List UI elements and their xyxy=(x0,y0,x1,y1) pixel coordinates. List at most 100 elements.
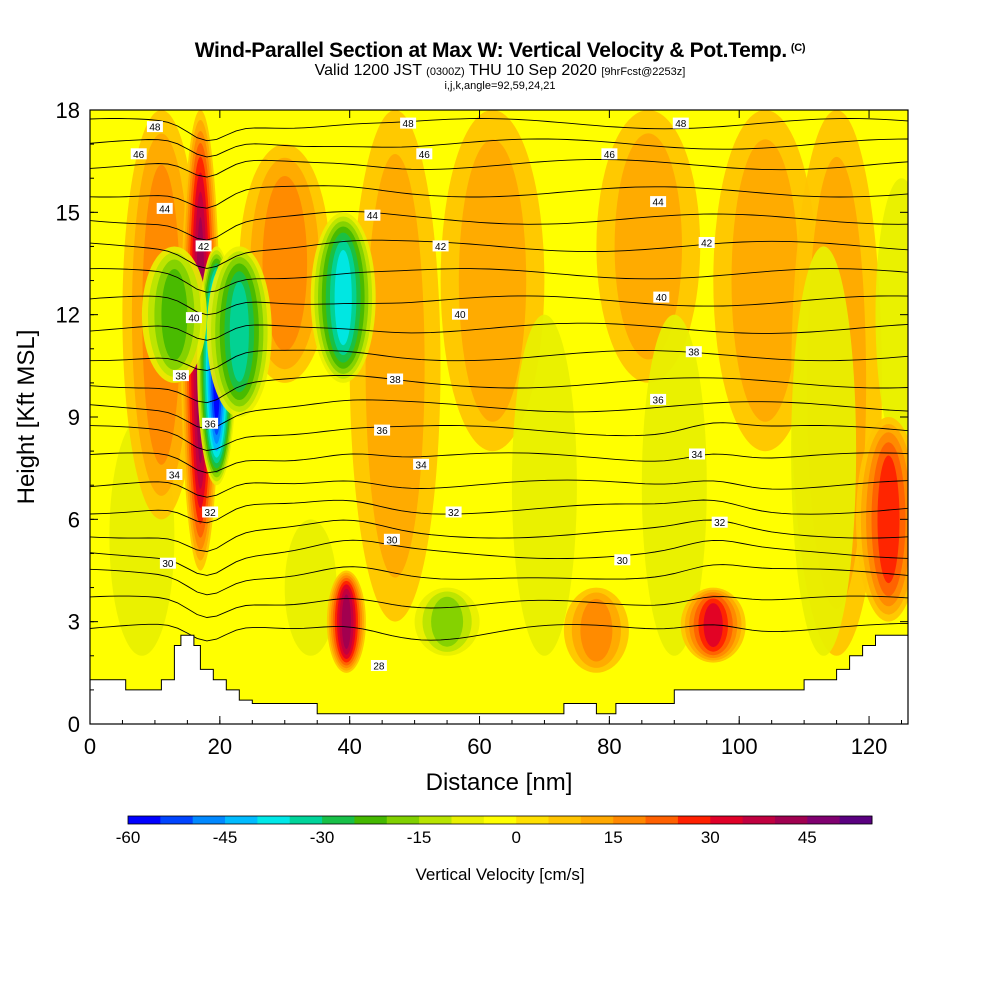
contour-label: 48 xyxy=(675,119,687,130)
theta-contour xyxy=(90,622,908,642)
colorbar-swatch xyxy=(580,816,614,824)
y-tick-label: 6 xyxy=(68,507,80,532)
theta-contour xyxy=(90,539,908,576)
contour-labels: 48 48 48 46 46 46 44 44 44 42 42 42 40 40 40 38 38 38 36 36… xyxy=(130,117,728,673)
colorbar-swatch xyxy=(289,816,323,824)
contour-label: 40 xyxy=(454,310,466,321)
contour-label: 44 xyxy=(159,204,171,215)
x-tick-label: 120 xyxy=(851,734,888,759)
contour-label: 44 xyxy=(367,211,379,222)
x-tick-label: 20 xyxy=(208,734,232,759)
contour-label-bg xyxy=(650,393,667,405)
contour-label-bg xyxy=(202,506,219,518)
theta-contour xyxy=(90,349,908,371)
contour-label-bg xyxy=(689,448,705,460)
contour-label-bg xyxy=(130,148,147,160)
velocity-cell xyxy=(580,598,613,662)
contour-label-bg xyxy=(202,417,219,429)
valid-date: THU 10 Sep 2020 xyxy=(468,62,597,79)
velocity-cell xyxy=(731,139,799,422)
contour-label-bg xyxy=(374,424,391,436)
colorbar-title: Vertical Velocity [cm/s] xyxy=(415,865,584,884)
velocity-cell xyxy=(431,596,464,647)
colorbar-swatch xyxy=(128,816,161,824)
contour-label: 44 xyxy=(653,198,665,209)
colorbar-swatch xyxy=(710,816,744,824)
contour-label-bg xyxy=(698,237,715,248)
x-tick-label: 60 xyxy=(467,734,491,759)
theta-contour xyxy=(90,295,908,316)
colorbar-tick-label: 15 xyxy=(604,828,623,847)
theta-contour xyxy=(90,118,908,142)
colorbar-swatch xyxy=(354,816,388,824)
x-tick-label: 80 xyxy=(597,734,621,759)
contour-label-bg xyxy=(672,117,689,129)
chart-title-text: Wind-Parallel Section at Max W: Vertical… xyxy=(194,39,788,62)
theta-contour xyxy=(90,268,908,293)
theta-contour xyxy=(90,595,908,618)
colorbar-swatch xyxy=(548,816,582,824)
theta-contour xyxy=(90,564,908,596)
velocity-cell xyxy=(334,250,352,346)
theta-contour xyxy=(90,499,908,524)
contour-label-bg xyxy=(452,308,468,320)
x-axis-title: Distance [nm] xyxy=(426,769,573,796)
theta-contour xyxy=(90,399,908,430)
contour-label-bg xyxy=(711,516,728,528)
velocity-cell xyxy=(614,133,682,360)
y-tick-label: 0 xyxy=(68,712,80,737)
theta-contour xyxy=(90,479,908,498)
theta-contour xyxy=(90,185,908,209)
copyright-mark: (C) xyxy=(790,42,806,54)
contour-label: 42 xyxy=(198,242,210,253)
contour-label: 36 xyxy=(653,395,665,406)
contour-label: 42 xyxy=(435,242,447,253)
theta-contour xyxy=(90,159,908,178)
colorbar-swatch xyxy=(807,816,841,824)
contour-label-bg xyxy=(614,554,631,566)
contour-label: 40 xyxy=(656,293,668,304)
contour-label-bg xyxy=(432,240,449,252)
contour-label-bg xyxy=(370,660,387,671)
contour-label-bg xyxy=(416,148,433,160)
chart-params: i,j,k,angle=92,59,24,21 xyxy=(444,80,556,92)
y-tick-label: 18 xyxy=(56,98,80,123)
colorbar-frame xyxy=(127,815,873,825)
contour-label: 38 xyxy=(175,372,187,383)
colorbar-swatch xyxy=(386,816,420,824)
velocity-cell xyxy=(161,269,188,361)
contour-label-bg xyxy=(185,312,202,324)
x-tick-label: 100 xyxy=(721,734,758,759)
contour-label-bg xyxy=(364,209,381,221)
contour-label-bg xyxy=(400,117,417,129)
colorbar-tick-label: -15 xyxy=(407,828,432,847)
colorbar-swatch xyxy=(774,816,808,824)
velocity-cell xyxy=(877,455,900,584)
colorbar-tick-label: -30 xyxy=(310,828,335,847)
contour-label-bg xyxy=(383,533,400,545)
colorbar-swatch xyxy=(613,816,647,824)
title-block: Wind-Parallel Section at Max W: Vertical… xyxy=(0,36,1000,92)
contour-label-bg xyxy=(685,346,702,358)
contour-label-bg xyxy=(445,506,462,518)
valid-prefix: Valid 1200 JST xyxy=(314,62,422,79)
velocity-cell xyxy=(229,281,249,382)
plot-area xyxy=(90,110,908,724)
contour-label: 32 xyxy=(448,508,460,519)
contour-label: 48 xyxy=(149,123,161,134)
contour-label-bg xyxy=(413,458,430,470)
x-axis: 0 20 40 60 80 100 120 xyxy=(84,110,903,759)
colorbar-swatch xyxy=(257,816,291,824)
contour-label: 32 xyxy=(714,518,726,529)
colorbar-swatch xyxy=(516,816,550,824)
contour-label: 38 xyxy=(390,375,402,386)
contour-label-bg xyxy=(146,121,163,133)
colorbar-swatch xyxy=(839,816,873,824)
contour-label: 46 xyxy=(133,150,145,161)
velocity-cell xyxy=(458,139,527,422)
contour-label: 46 xyxy=(419,150,431,161)
potential-temperature-contours xyxy=(90,118,908,642)
x-tick-label: 40 xyxy=(337,734,361,759)
colorbar-swatch xyxy=(483,816,517,824)
contour-label-bg xyxy=(159,557,176,569)
